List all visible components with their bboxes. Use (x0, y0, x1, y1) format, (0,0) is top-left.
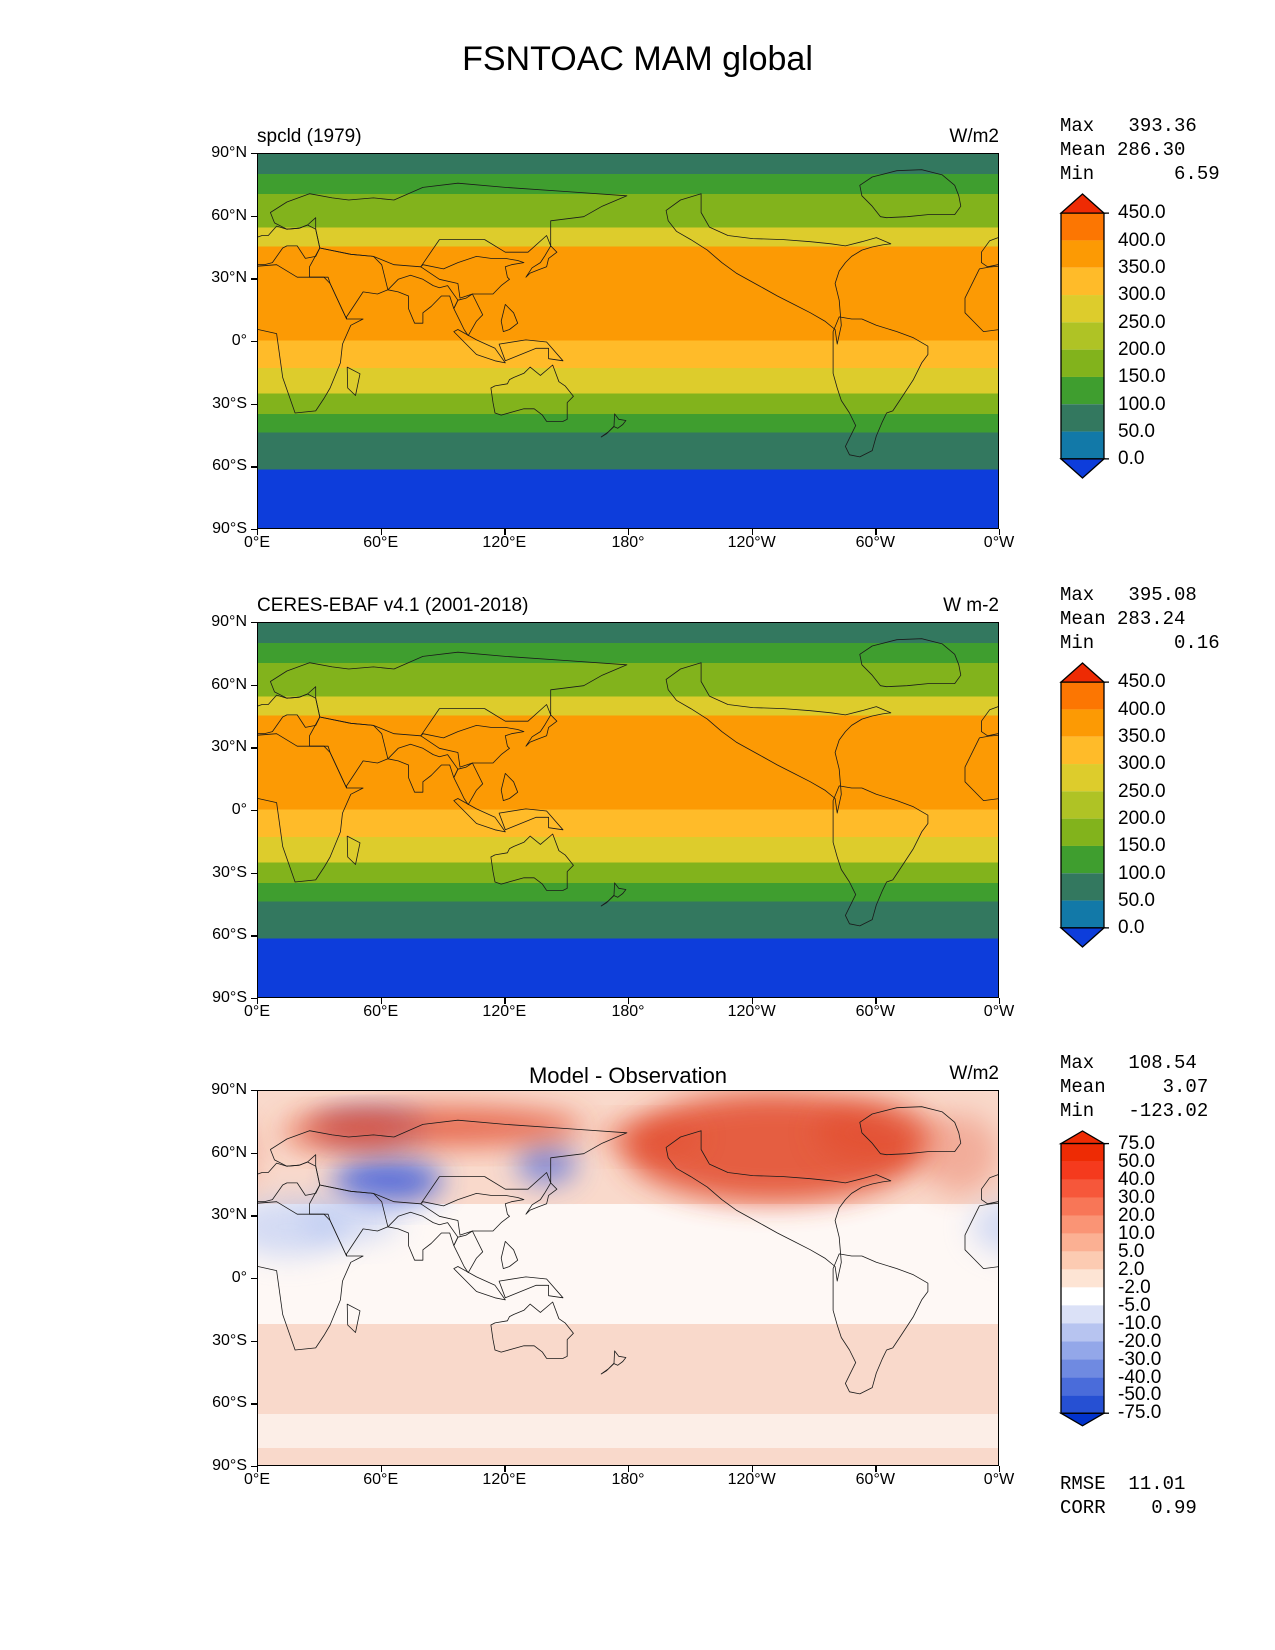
china_sea (421, 256, 524, 298)
japan (526, 715, 557, 746)
japan (526, 246, 557, 277)
europe (258, 694, 320, 736)
indonesia1 (454, 330, 506, 363)
indonesia2 (499, 340, 563, 361)
europe (258, 1162, 320, 1204)
europe (981, 1162, 999, 1204)
philippines (501, 1241, 518, 1268)
greenland (860, 1107, 961, 1155)
africa (965, 734, 999, 882)
middle_east (310, 248, 388, 319)
madagascar (347, 836, 360, 864)
samerica (833, 786, 928, 926)
greenland (860, 170, 961, 218)
philippines (501, 304, 518, 331)
indonesia2 (499, 809, 563, 830)
namerica (666, 1131, 891, 1281)
india (388, 275, 458, 323)
middle_east (310, 717, 388, 788)
middle_east (310, 1185, 388, 1256)
russia_asia (270, 1120, 627, 1204)
europe (258, 225, 320, 267)
greenland (860, 639, 961, 687)
madagascar (347, 1304, 360, 1332)
madagascar (347, 367, 360, 395)
indonesia2 (499, 1277, 563, 1298)
samerica (833, 1254, 928, 1394)
india (388, 1212, 458, 1260)
philippines (501, 773, 518, 800)
africa (965, 265, 999, 413)
africa (965, 1202, 999, 1350)
africa (258, 1202, 363, 1350)
namerica (666, 663, 891, 813)
namerica (666, 194, 891, 344)
africa (258, 734, 363, 882)
australia (491, 834, 574, 890)
newzealand (601, 883, 626, 906)
africa (258, 265, 363, 413)
newzealand (601, 1351, 626, 1374)
europe (981, 225, 999, 267)
newzealand (601, 414, 626, 437)
indonesia1 (454, 1267, 506, 1300)
india (388, 744, 458, 792)
australia (491, 365, 574, 421)
europe (981, 694, 999, 736)
indonesia1 (454, 799, 506, 832)
russia_asia (270, 183, 627, 267)
russia_asia (270, 652, 627, 736)
china_sea (421, 725, 524, 767)
australia (491, 1302, 574, 1358)
samerica (833, 317, 928, 457)
japan (526, 1183, 557, 1214)
china_sea (421, 1193, 524, 1235)
